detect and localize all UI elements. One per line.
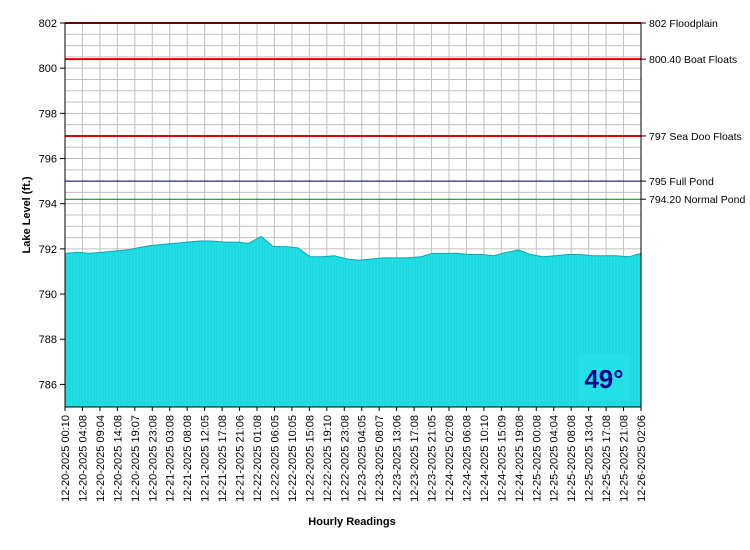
x-tick-label: 12-25-2025 17:08 xyxy=(601,415,613,502)
x-axis-ticks: 12-20-2025 00:10 12-20-2025 04:08 12-20-20… xyxy=(60,407,648,502)
x-tick-label: 12-21-2025 12:05 xyxy=(200,415,212,502)
x-tick-label: 12-20-2025 09:04 xyxy=(95,415,107,502)
x-tick-label: 12-21-2025 03:08 xyxy=(165,415,177,502)
x-tick-label: 12-24-2025 19:08 xyxy=(514,415,526,502)
y-tick-label: 802 xyxy=(39,18,57,30)
x-tick-label: 12-23-2025 17:08 xyxy=(409,415,421,502)
temperature-reading: 49° xyxy=(584,364,623,394)
x-tick-label: 12-22-2025 23:08 xyxy=(339,415,351,502)
x-tick-label: 12-25-2025 04:04 xyxy=(549,415,561,502)
x-tick-label: 12-23-2025 13:06 xyxy=(392,415,404,502)
x-tick-label: 12-25-2025 00:08 xyxy=(531,415,543,502)
x-tick-label: 12-20-2025 23:08 xyxy=(147,415,159,502)
x-tick-label: 12-20-2025 04:08 xyxy=(77,415,89,502)
x-tick-label: 12-25-2025 13:04 xyxy=(584,415,596,502)
y-tick-label: 790 xyxy=(39,289,57,301)
x-tick-label: 12-23-2025 04:05 xyxy=(357,415,369,502)
reference-line-label: 802 Floodplain xyxy=(649,18,718,30)
reference-line-label: 794.20 Normal Pond xyxy=(649,194,745,206)
x-tick-label: 12-24-2025 15:09 xyxy=(496,415,508,502)
plot-frame xyxy=(64,22,642,408)
reference-line-label: 797 Sea Doo Floats xyxy=(649,131,742,143)
x-tick-label: 12-22-2025 10:05 xyxy=(287,415,299,502)
reference-line-label: 800.40 Boat Floats xyxy=(649,54,737,66)
x-axis-title: Hourly Readings xyxy=(308,516,395,528)
x-tick-label: 12-22-2025 06:05 xyxy=(269,415,281,502)
x-tick-label: 12-20-2025 14:08 xyxy=(112,415,124,502)
x-tick-label: 12-24-2025 02:08 xyxy=(444,415,456,502)
y-tick-label: 788 xyxy=(39,334,57,346)
x-tick-label: 12-24-2025 10:10 xyxy=(479,415,491,502)
x-tick-label: 12-22-2025 15:08 xyxy=(304,415,316,502)
y-axis-title: Lake Level (ft.) xyxy=(21,176,33,253)
y-tick-label: 794 xyxy=(39,199,57,211)
area-hatching xyxy=(66,237,641,407)
reference-line-label: 795 Full Pond xyxy=(649,176,714,188)
x-tick-label: 12-25-2025 08:08 xyxy=(566,415,578,502)
x-tick-label: 12-26-2025 02:06 xyxy=(636,415,648,502)
x-tick-label: 12-25-2025 21:08 xyxy=(619,415,631,502)
y-tick-label: 800 xyxy=(39,63,57,75)
lake-level-area xyxy=(64,235,642,408)
x-tick-label: 12-21-2025 21:06 xyxy=(235,415,247,502)
x-tick-label: 12-22-2025 01:08 xyxy=(252,415,264,502)
x-tick-label: 12-24-2025 06:08 xyxy=(461,415,473,502)
y-axis-ticks: 786 788 790 792 794 796 798 800 802 xyxy=(39,18,65,391)
x-tick-label: 12-21-2025 08:08 xyxy=(182,415,194,502)
y-tick-label: 786 xyxy=(39,379,57,391)
x-tick-label: 12-22-2025 19:10 xyxy=(322,415,334,502)
y-tick-label: 792 xyxy=(39,244,57,256)
x-tick-label: 12-21-2025 17:08 xyxy=(217,415,229,502)
x-tick-label: 12-23-2025 08:07 xyxy=(374,415,386,502)
temperature-badge xyxy=(578,354,630,400)
y-tick-label: 796 xyxy=(39,154,57,166)
x-tick-label: 12-20-2025 00:10 xyxy=(60,415,72,502)
x-tick-label: 12-23-2025 21:05 xyxy=(427,415,439,502)
x-tick-label: 12-20-2025 19:07 xyxy=(130,415,142,502)
y-tick-label: 798 xyxy=(39,108,57,120)
reference-lines: 802 Floodplain 800.40 Boat Floats 797 Sea … xyxy=(65,18,745,206)
